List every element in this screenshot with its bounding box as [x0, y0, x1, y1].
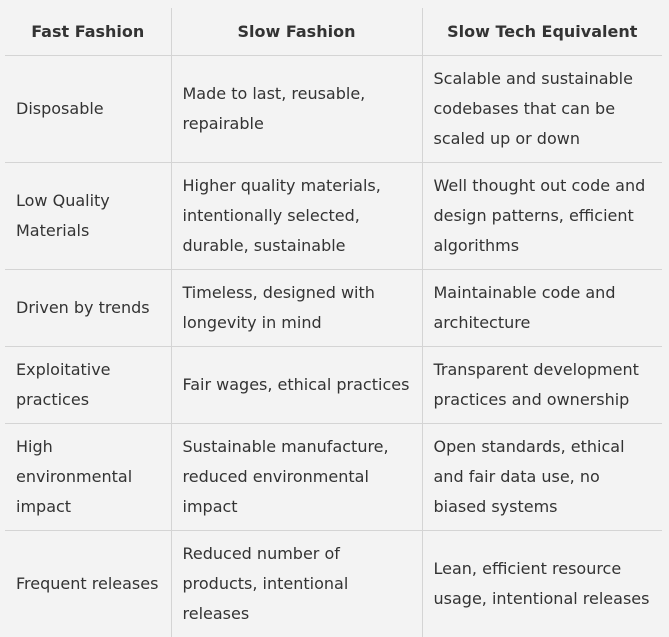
cell-fast-fashion: Disposable [5, 56, 171, 163]
table-row: Exploitative practices Fair wages, ethic… [5, 347, 662, 424]
table-row: Low Quality Materials Higher quality mat… [5, 163, 662, 270]
cell-fast-fashion: Driven by trends [5, 270, 171, 347]
cell-slow-tech: Open standards, ethical and fair data us… [422, 424, 662, 531]
table-header-row: Fast Fashion Slow Fashion Slow Tech Equi… [5, 8, 662, 56]
table-row: Disposable Made to last, reusable, repai… [5, 56, 662, 163]
cell-slow-fashion: Sustainable manufacture, reduced environ… [171, 424, 422, 531]
cell-slow-fashion: Reduced number of products, intentional … [171, 531, 422, 637]
table-row: Frequent releases Reduced number of prod… [5, 531, 662, 637]
cell-slow-fashion: Timeless, designed with longevity in min… [171, 270, 422, 347]
cell-slow-tech: Maintainable code and architecture [422, 270, 662, 347]
table-row: High environmental impact Sustainable ma… [5, 424, 662, 531]
cell-fast-fashion: Low Quality Materials [5, 163, 171, 270]
header-slow-tech-equivalent: Slow Tech Equivalent [422, 8, 662, 56]
cell-slow-fashion: Higher quality materials, intentionally … [171, 163, 422, 270]
cell-slow-tech: Lean, efficient resource usage, intentio… [422, 531, 662, 637]
cell-slow-tech: Well thought out code and design pattern… [422, 163, 662, 270]
cell-fast-fashion: High environmental impact [5, 424, 171, 531]
header-fast-fashion: Fast Fashion [5, 8, 171, 56]
header-slow-fashion: Slow Fashion [171, 8, 422, 56]
comparison-table: Fast Fashion Slow Fashion Slow Tech Equi… [5, 8, 662, 637]
table-row: Driven by trends Timeless, designed with… [5, 270, 662, 347]
cell-fast-fashion: Frequent releases [5, 531, 171, 637]
cell-slow-fashion: Made to last, reusable, repairable [171, 56, 422, 163]
cell-slow-tech: Scalable and sustainable codebases that … [422, 56, 662, 163]
cell-fast-fashion: Exploitative practices [5, 347, 171, 424]
cell-slow-tech: Transparent development practices and ow… [422, 347, 662, 424]
cell-slow-fashion: Fair wages, ethical practices [171, 347, 422, 424]
